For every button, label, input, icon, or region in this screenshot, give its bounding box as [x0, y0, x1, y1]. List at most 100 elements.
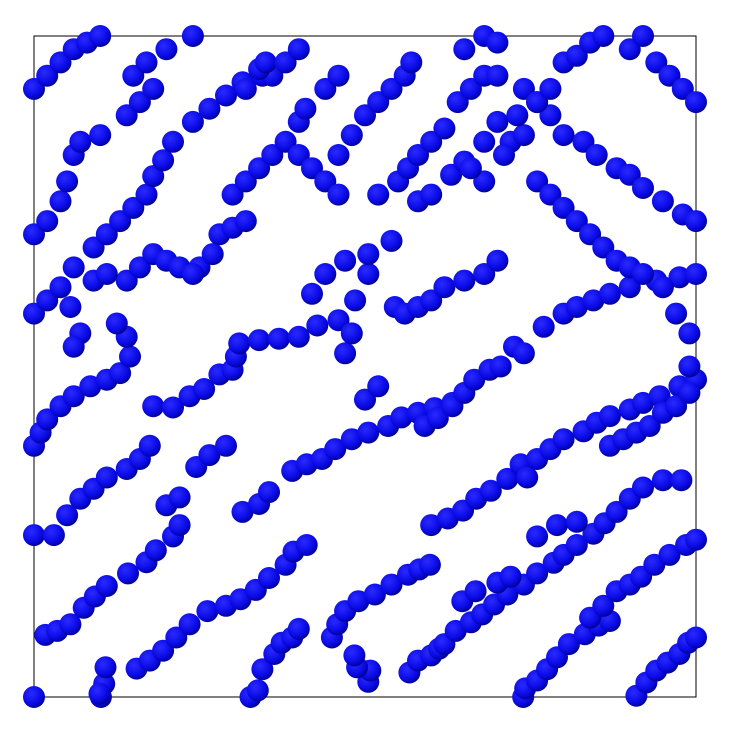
- particle: [632, 477, 654, 499]
- particle: [89, 124, 111, 146]
- particle: [294, 98, 316, 120]
- particle: [566, 511, 588, 533]
- particle: [553, 124, 575, 146]
- particle: [268, 328, 290, 350]
- particle: [306, 315, 328, 337]
- particle: [506, 104, 528, 126]
- particle: [500, 566, 522, 588]
- particle: [155, 38, 177, 60]
- particle: [119, 346, 141, 368]
- particle: [516, 467, 538, 489]
- particle: [89, 683, 111, 705]
- particle: [247, 679, 269, 701]
- particle: [328, 144, 350, 166]
- particle: [453, 38, 475, 60]
- particle: [341, 124, 363, 146]
- particle: [685, 263, 707, 285]
- particle: [486, 250, 508, 272]
- particle: [678, 356, 700, 378]
- particle: [258, 481, 280, 503]
- particle: [513, 342, 535, 364]
- particle: [215, 435, 237, 457]
- particle: [632, 177, 654, 199]
- particle: [486, 65, 508, 87]
- particle: [288, 326, 310, 348]
- particle: [433, 276, 455, 298]
- particle: [328, 184, 350, 206]
- particle: [50, 276, 72, 298]
- particle: [665, 303, 687, 325]
- particle: [63, 256, 85, 278]
- particle: [433, 118, 455, 140]
- particle: [632, 25, 654, 47]
- particle: [248, 329, 270, 351]
- particle: [465, 580, 487, 602]
- particle: [50, 190, 72, 212]
- particle: [96, 263, 118, 285]
- particle: [63, 336, 85, 358]
- particle: [136, 51, 158, 73]
- particle: [678, 322, 700, 344]
- particle: [344, 289, 366, 311]
- particle: [162, 131, 184, 153]
- particle: [139, 435, 161, 457]
- particle: [36, 210, 58, 232]
- particle: [96, 467, 118, 489]
- particle: [685, 210, 707, 232]
- particle: [460, 157, 482, 179]
- particle: [106, 313, 128, 335]
- particle: [592, 25, 614, 47]
- particle: [486, 32, 508, 54]
- particle: [314, 263, 336, 285]
- particle: [152, 149, 174, 171]
- particle: [43, 524, 65, 546]
- particle: [420, 184, 442, 206]
- particle: [490, 356, 512, 378]
- particle: [367, 375, 389, 397]
- particle: [142, 395, 164, 417]
- particle: [182, 263, 204, 285]
- particle: [117, 562, 139, 584]
- particle: [23, 524, 45, 546]
- particle: [381, 230, 403, 252]
- particle: [301, 283, 323, 305]
- particle: [228, 332, 250, 354]
- particle: [341, 322, 363, 344]
- particle: [169, 486, 191, 508]
- particle: [179, 613, 201, 635]
- particle: [685, 627, 707, 649]
- particle: [288, 618, 310, 640]
- particle: [546, 514, 568, 536]
- particle: [59, 296, 81, 318]
- particle: [235, 210, 257, 232]
- particle: [586, 144, 608, 166]
- particle: [539, 78, 561, 100]
- particle: [526, 525, 548, 547]
- particle: [169, 514, 191, 536]
- particle: [533, 316, 555, 338]
- particle: [202, 243, 224, 265]
- particle: [142, 78, 164, 100]
- particle: [685, 91, 707, 113]
- particle: [95, 656, 117, 678]
- particle: [145, 539, 167, 561]
- particle: [182, 25, 204, 47]
- particle: [367, 184, 389, 206]
- particle: [296, 534, 318, 556]
- particle: [357, 263, 379, 285]
- particle: [96, 575, 118, 597]
- particle: [357, 422, 379, 444]
- particle: [486, 111, 508, 133]
- particle: [513, 124, 535, 146]
- particle: [196, 600, 218, 622]
- particle: [69, 131, 91, 153]
- particle: [599, 405, 621, 427]
- particle: [288, 38, 310, 60]
- particle: [453, 270, 475, 292]
- particle: [419, 554, 441, 576]
- particle: [334, 342, 356, 364]
- particle: [357, 243, 379, 265]
- particle: [632, 263, 654, 285]
- particle: [343, 644, 365, 666]
